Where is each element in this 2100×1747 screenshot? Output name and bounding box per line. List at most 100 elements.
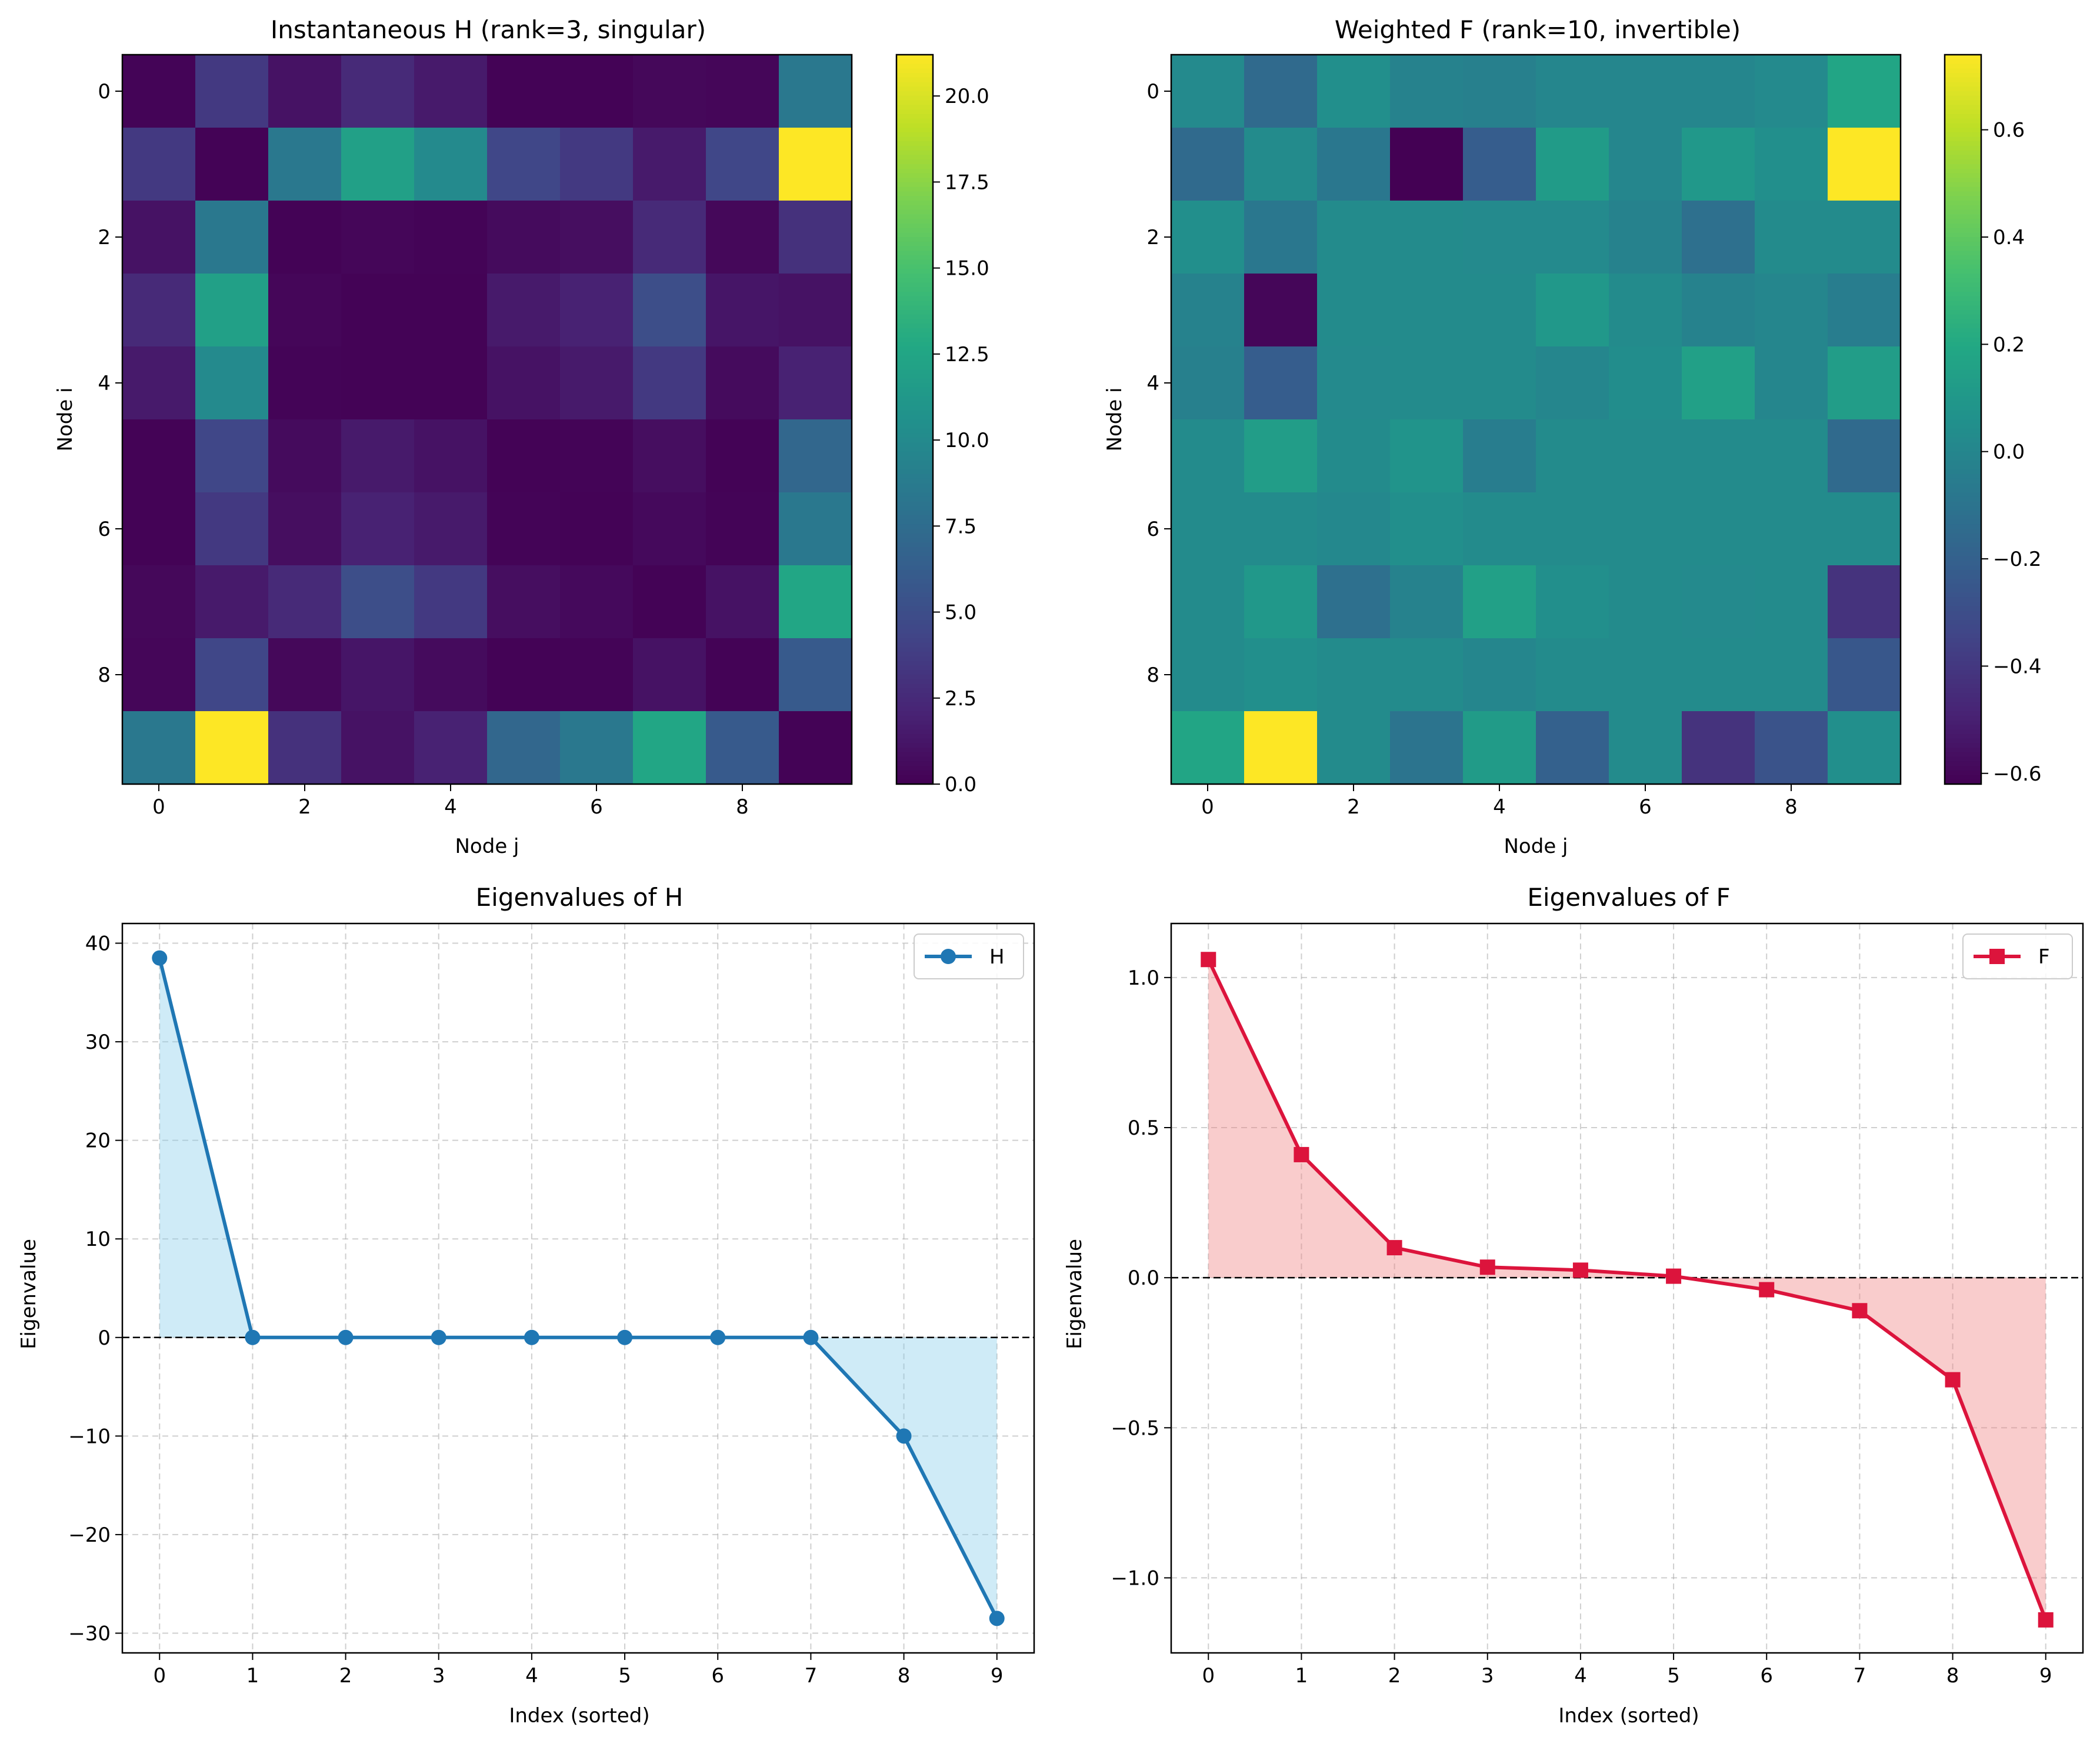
eigen-h-plot: 0 1 2 3 4 5 6 7 8 9 40 30 20 10 0 −10 −20 −30 H: [68, 922, 1035, 1688]
heatmap-f-cell: [1317, 638, 1391, 712]
heatmap-h-cell: [706, 274, 779, 347]
heatmap-f-colorbar-band: [1945, 332, 1981, 338]
heatmap-h-colorbar-band: [896, 228, 933, 234]
eigen-h-point: [710, 1329, 726, 1345]
heatmap-h-cell: [414, 419, 488, 493]
eigen-h-ytick-label: 40: [85, 932, 111, 956]
heatmap-f-colorbar-band: [1945, 606, 1981, 612]
heatmap-f-colorbar-band: [1945, 383, 1981, 388]
heatmap-f-cell: [1609, 638, 1682, 712]
heatmap-f-cell: [1317, 565, 1391, 639]
heatmap-f-colorbar-band: [1945, 287, 1981, 292]
heatmap-h-cell: [487, 492, 561, 566]
heatmap-f-cell: [1463, 492, 1536, 566]
heatmap-h-cell: [341, 201, 415, 274]
heatmap-f-colorbar-band: [1945, 164, 1981, 169]
heatmap-f-cell: [1609, 55, 1682, 128]
heatmap-f-colorbar-band: [1945, 396, 1981, 402]
heatmap-h-colorbar-band: [896, 488, 933, 493]
heatmap-h-colorbar-band: [896, 365, 933, 370]
heatmap-f-colorbar-band: [1945, 95, 1981, 101]
heatmap-f-cell: [1171, 274, 1245, 347]
heatmap-f-cell: [1317, 711, 1391, 785]
heatmap-f-cell: [1755, 638, 1828, 712]
heatmap-f-cell: [1390, 711, 1464, 785]
heatmap-h-panel: Instantaneous H (rank=3, singular) 0 2 4 6 8…: [54, 15, 989, 858]
heatmap-h-colorbar-band: [896, 706, 933, 712]
heatmap-f-cell: [1317, 346, 1391, 420]
heatmap-f-colorbar-band: [1945, 296, 1981, 302]
heatmap-f-cell: [1390, 128, 1464, 201]
eigen-f-ylabel: Eigenvalue: [1063, 1239, 1086, 1349]
heatmap-h-cell: [268, 638, 342, 712]
heatmap-h-colorbar-band: [896, 652, 933, 657]
heatmap-h-colorbar-band: [896, 410, 933, 416]
heatmap-f-colorbar-band: [1945, 64, 1981, 69]
heatmap-f-colorbar-band: [1945, 155, 1981, 161]
heatmap-h-cell: [706, 711, 779, 785]
eigen-f-ytick-label: 0.5: [1128, 1116, 1159, 1140]
heatmap-f-cell: [1609, 711, 1682, 785]
heatmap-h-cell: [779, 565, 852, 639]
heatmap-h-cell: [487, 419, 561, 493]
heatmap-h-cell: [341, 55, 415, 128]
eigen-h-xlabel: Index (sorted): [509, 1704, 649, 1728]
heatmap-f-cell: [1390, 201, 1464, 274]
heatmap-f-colorbar-band: [1945, 569, 1981, 575]
heatmap-f-colorbar-band: [1945, 264, 1981, 270]
heatmap-f-colorbar-band: [1945, 55, 1981, 60]
heatmap-h-cell: [195, 274, 269, 347]
heatmap-h-cell: [122, 492, 196, 566]
eigen-h-point: [338, 1329, 354, 1345]
eigen-h-series-line: [158, 957, 999, 1619]
heatmap-f-colorbar-band: [1945, 205, 1981, 211]
heatmap-h-colorbar-band: [896, 278, 933, 284]
heatmap-h-cell: [633, 274, 706, 347]
heatmap-h-cell: [268, 492, 342, 566]
eigen-h-point: [152, 950, 168, 966]
heatmap-f-colorbar-band: [1945, 214, 1981, 219]
heatmap-h-cell: [268, 711, 342, 785]
heatmap-f-colorbar-band: [1945, 506, 1981, 511]
heatmap-h-cell: [414, 274, 488, 347]
heatmap-f-colorbar-band: [1945, 665, 1981, 671]
eigen-h-xtick-label: 5: [618, 1664, 631, 1688]
heatmap-h-colorbar-band: [896, 219, 933, 224]
heatmap-h-colorbar-band: [896, 255, 933, 261]
heatmap-h-x-ticks: 0 2 4 6 8: [152, 784, 749, 819]
heatmap-f-colorbar-band: [1945, 670, 1981, 675]
heatmap-h-colorbar-band: [896, 191, 933, 197]
eigen-h-ytick-label: −30: [68, 1622, 111, 1645]
heatmap-f-colorbar-band: [1945, 697, 1981, 703]
heatmap-h-cell: [779, 128, 852, 201]
heatmap-f-colorbar-band: [1945, 624, 1981, 630]
heatmap-h-colorbar-band: [896, 492, 933, 498]
heatmap-h-colorbar-tick-label: 17.5: [945, 171, 989, 194]
heatmap-h-colorbar-band: [896, 114, 933, 119]
heatmap-h-colorbar-band: [896, 387, 933, 393]
heatmap-f-colorbar-band: [1945, 150, 1981, 156]
heatmap-f-cell: [1828, 638, 1901, 712]
heatmap-f-colorbar-band: [1945, 428, 1981, 434]
heatmap-f-colorbar-band: [1945, 378, 1981, 384]
heatmap-f-cell: [1244, 492, 1318, 566]
heatmap-f-colorbar-band: [1945, 438, 1981, 443]
heatmap-f-colorbar-band: [1945, 128, 1981, 133]
heatmap-h-cell: [560, 55, 634, 128]
heatmap-f-colorbar-band: [1945, 123, 1981, 128]
heatmap-h-colorbar-band: [896, 611, 933, 616]
heatmap-h-colorbar-tick-label: 0.0: [945, 773, 976, 796]
heatmap-h-cell: [779, 55, 852, 128]
eigen-h-legend-marker: [941, 949, 956, 964]
heatmap-f-cell: [1828, 711, 1901, 785]
heatmap-h-colorbar: 0.0 2.5 5.0 7.5 10.0 12.5 15.0 17.5 20.0: [895, 54, 989, 796]
heatmap-h-colorbar-band: [896, 515, 933, 521]
heatmap-h-cell: [122, 274, 196, 347]
heatmap-f-cell: [1244, 565, 1318, 639]
heatmap-h-colorbar-band: [896, 584, 933, 589]
heatmap-h-xtick-label: 8: [736, 795, 749, 819]
heatmap-h-y-ticks: 0 2 4 6 8: [98, 80, 122, 687]
heatmap-f-colorbar-band: [1945, 328, 1981, 334]
eigen-f-legend-label: F: [2038, 945, 2050, 969]
heatmap-h-colorbar-band: [896, 478, 933, 484]
